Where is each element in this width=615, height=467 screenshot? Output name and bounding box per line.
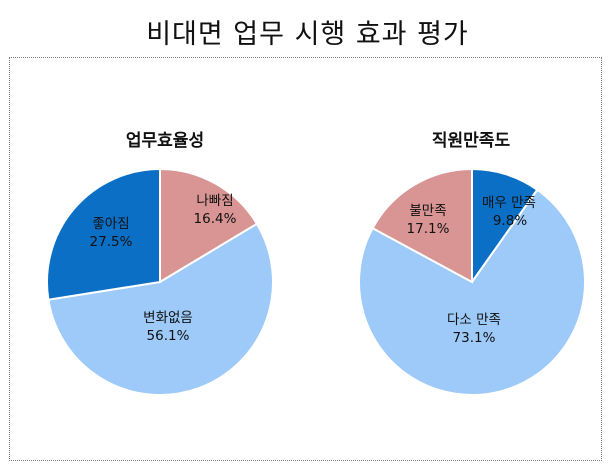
slice-value: 16.4% — [194, 211, 237, 227]
chart-title-satisfaction: 직원만족도 — [432, 131, 511, 151]
slice-label: 좋아짐 — [92, 216, 129, 232]
slice-value: 9.8% — [493, 213, 527, 229]
slice-value: 56.1% — [147, 328, 190, 344]
slice-value: 73.1% — [453, 330, 496, 346]
slice-value: 27.5% — [90, 234, 133, 250]
chart-frame — [9, 57, 602, 461]
pie-slice — [358, 188, 586, 396]
pie-slice — [159, 167, 259, 284]
pie-slice — [46, 167, 161, 301]
slice-value: 17.1% — [407, 221, 450, 237]
slice-label: 불만족 — [409, 203, 446, 219]
page-title: 비대면 업무 시행 효과 평가 — [146, 19, 469, 50]
chart-title-efficiency: 업무효율성 — [126, 131, 204, 151]
slice-label: 변화없음 — [143, 310, 193, 326]
pie-slice — [371, 167, 473, 284]
slice-label: 나빠짐 — [196, 193, 233, 209]
pie-slices — [46, 167, 274, 396]
slice-label: 다소 만족 — [447, 312, 501, 328]
pie-slice — [47, 222, 274, 396]
pie-slices — [358, 167, 586, 396]
pie-chart-efficiency: 업무효율성 나빠짐 16.4% 변화없음 56.1% 좋아짐 27.5% — [46, 131, 274, 396]
slice-label: 매우 만족 — [482, 195, 536, 211]
pie-chart-satisfaction: 직원만족도 매우 만족 9.8% 다소 만족 73.1% 불만족 17.1% — [358, 131, 586, 396]
